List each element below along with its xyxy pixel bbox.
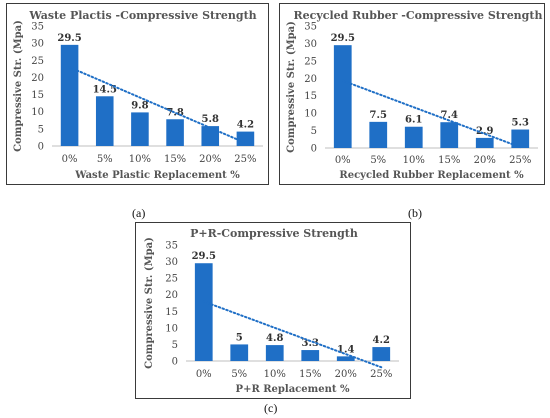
y-tick-label: 35 — [304, 22, 317, 33]
data-label: 5 — [236, 332, 243, 343]
y-axis-title: Compressive Str. (Mpa) — [286, 21, 297, 153]
y-tick-label: 20 — [31, 73, 44, 84]
y-tick-label: 5 — [311, 126, 317, 137]
y-tick-label: 10 — [165, 323, 178, 334]
caption-c: (c) — [264, 401, 278, 415]
y-tick-label: 15 — [304, 91, 317, 102]
data-label: 29.5 — [331, 33, 355, 44]
x-tick-label: 15% — [299, 369, 321, 380]
chart-svg-p-plus-r: P+R-Compressive Strength Compressive Str.… — [144, 227, 399, 395]
bar — [333, 45, 352, 148]
x-tick-label: 20% — [335, 369, 357, 380]
y-tick-label: 10 — [304, 109, 317, 120]
data-label: 14.5 — [93, 84, 117, 95]
x-axis-title: P+R Replacement % — [236, 384, 350, 395]
bar — [60, 44, 79, 146]
x-tick-label: 0% — [62, 154, 78, 165]
bar — [95, 96, 114, 146]
y-tick-label: 25 — [31, 56, 44, 67]
y-tick-label: 30 — [304, 39, 317, 50]
trendline — [68, 66, 247, 144]
y-tick-label: 20 — [165, 290, 178, 301]
data-label: 2.9 — [476, 126, 493, 137]
trendline — [202, 300, 383, 369]
y-tick-label: 10 — [31, 107, 44, 118]
y-tick-label: 15 — [165, 307, 178, 318]
bar — [404, 126, 423, 148]
bar — [166, 119, 184, 146]
data-label: 9.8 — [131, 100, 148, 111]
data-label: 1.4 — [337, 344, 354, 355]
chart-panel-waste-plastic: Waste Plactis -Compressive Strength Compr… — [6, 3, 269, 185]
x-tick-label: 20% — [199, 154, 221, 165]
bar — [369, 121, 388, 148]
data-label: 29.5 — [57, 33, 81, 44]
x-tick-label: 15% — [164, 154, 186, 165]
bar — [201, 126, 220, 146]
data-label: 29.5 — [192, 251, 216, 262]
y-tick-label: 15 — [31, 90, 44, 101]
chart-panel-recycled-rubber: Recycled Rubber -Compressive Strength Com… — [279, 3, 545, 185]
y-tick-label: 0 — [38, 142, 44, 153]
data-label: 7.4 — [441, 110, 458, 121]
x-axis-title: Recycled Rubber Replacement % — [339, 170, 524, 181]
chart-title: Waste Plactis -Compressive Strength — [28, 9, 256, 22]
data-label: 7.5 — [370, 110, 387, 121]
x-tick-label: 0% — [196, 369, 212, 380]
y-axis-title: Compressive Str. (Mpa) — [13, 20, 24, 152]
data-label: 6.1 — [405, 115, 422, 126]
data-label: 5.3 — [512, 118, 529, 129]
bar — [265, 345, 284, 361]
x-tick-label: 5% — [97, 154, 113, 165]
bar — [230, 344, 249, 361]
y-tick-label: 25 — [165, 274, 178, 285]
x-tick-label: 25% — [234, 154, 256, 165]
bar — [475, 137, 494, 148]
bar — [440, 122, 459, 148]
y-tick-label: 5 — [38, 124, 44, 135]
bar — [511, 129, 530, 148]
x-tick-label: 10% — [129, 154, 151, 165]
y-tick-label: 0 — [311, 144, 317, 155]
data-label: 4.2 — [237, 120, 254, 131]
chart-title: P+R-Compressive Strength — [190, 227, 358, 240]
y-tick-label: 35 — [165, 241, 178, 252]
bar — [236, 131, 255, 146]
data-label: 4.8 — [266, 333, 283, 344]
y-tick-label: 35 — [31, 22, 44, 33]
caption-a: (a) — [132, 206, 146, 220]
bar — [194, 263, 213, 361]
x-tick-label: 25% — [370, 369, 392, 380]
chart-title: Recycled Rubber -Compressive Strength — [294, 9, 543, 22]
x-tick-label: 10% — [264, 369, 286, 380]
chart-svg-waste-plastic: Waste Plactis -Compressive Strength Compr… — [13, 9, 263, 181]
x-tick-label: 5% — [370, 155, 386, 166]
y-tick-label: 30 — [31, 39, 44, 50]
bar — [372, 347, 391, 361]
data-label: 5.8 — [202, 114, 219, 125]
bar — [301, 350, 320, 361]
bar — [131, 112, 149, 146]
y-tick-label: 5 — [172, 340, 178, 351]
y-tick-label: 25 — [304, 56, 317, 67]
trendline — [341, 79, 522, 149]
caption-b: (b) — [408, 206, 422, 220]
chart-svg-recycled-rubber: Recycled Rubber -Compressive StrengthCom… — [286, 9, 543, 181]
data-label: 7.8 — [166, 107, 183, 118]
x-tick-label: 20% — [474, 155, 496, 166]
x-tick-label: 10% — [403, 155, 425, 166]
x-tick-label: 15% — [438, 155, 460, 166]
data-label: 3.3 — [302, 338, 319, 349]
x-tick-label: 0% — [335, 155, 351, 166]
y-tick-label: 20 — [304, 74, 317, 85]
y-tick-label: 30 — [165, 257, 178, 268]
data-label: 4.2 — [373, 335, 390, 346]
y-axis-title: Compressive Str. (Mpa) — [144, 237, 155, 369]
chart-panel-p-plus-r: P+R-Compressive Strength Compressive Str.… — [135, 222, 411, 399]
x-tick-label: 5% — [231, 369, 247, 380]
bar — [336, 356, 355, 361]
x-axis-title: Waste Plastic Replacement % — [74, 170, 240, 181]
x-tick-label: 25% — [509, 155, 531, 166]
y-tick-label: 0 — [172, 357, 178, 368]
